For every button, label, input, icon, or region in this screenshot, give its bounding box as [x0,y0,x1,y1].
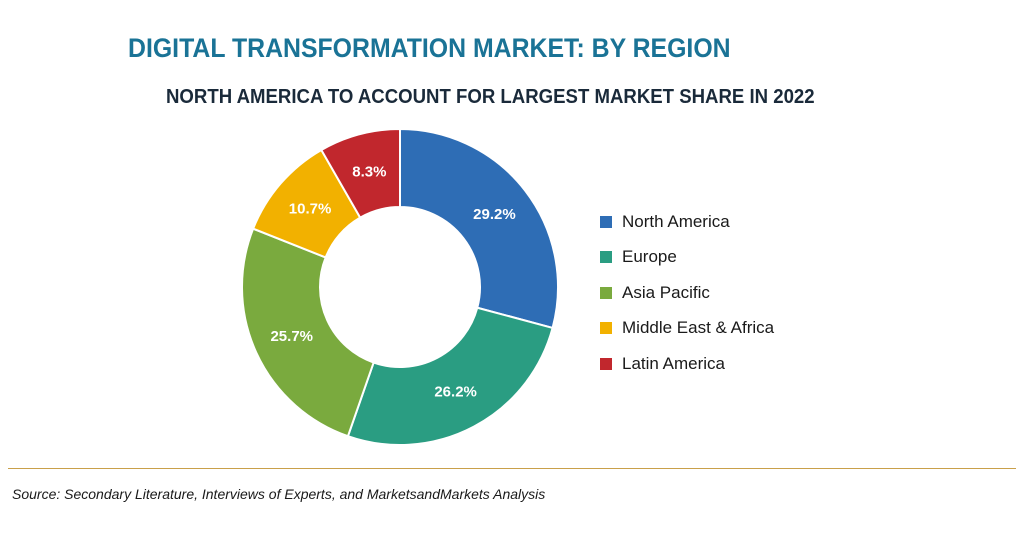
value-label-north-america: 29.2% [473,206,516,223]
legend-swatch [600,357,612,370]
legend-swatch [600,215,612,228]
footer-divider [8,468,1016,469]
legend-label: Middle East & Africa [622,318,775,338]
slice-europe [346,306,554,446]
legend-swatch [600,322,612,335]
legend-item-asia-pacific: Asia Pacific [600,275,774,311]
value-label-europe: 26.2% [434,384,477,401]
chart-legend: North America Europe Asia Pacific Middle Ea… [600,204,774,382]
legend-item-north-america: North America [600,204,774,240]
value-label-middle-east-africa: 10.7% [289,201,332,218]
legend-label: Asia Pacific [622,282,710,302]
donut-value-labels: 29.2% 26.2% 25.7% 10.7% 8.3% [270,164,515,401]
slice-latin-america [319,127,401,219]
chart-title: DIGITAL TRANSFORMATION MARKET: BY REGION [128,33,731,63]
legend-swatch [600,251,612,264]
legend-swatch [600,286,612,299]
legend-label: North America [622,211,730,231]
value-label-asia-pacific: 25.7% [270,328,313,345]
legend-item-europe: Europe [600,240,774,276]
legend-label: Europe [622,247,677,267]
slice-north-america [399,127,559,330]
value-label-latin-america: 8.3% [352,164,386,181]
slice-asia-pacific [241,227,375,438]
donut-slices [241,127,559,446]
legend-item-middle-east-africa: Middle East & Africa [600,311,774,347]
source-note: Source: Secondary Literature, Interviews… [12,486,546,502]
legend-item-latin-america: Latin America [600,346,774,382]
chart-subtitle: NORTH AMERICA TO ACCOUNT FOR LARGEST MAR… [166,86,815,108]
legend-label: Latin America [622,353,725,373]
